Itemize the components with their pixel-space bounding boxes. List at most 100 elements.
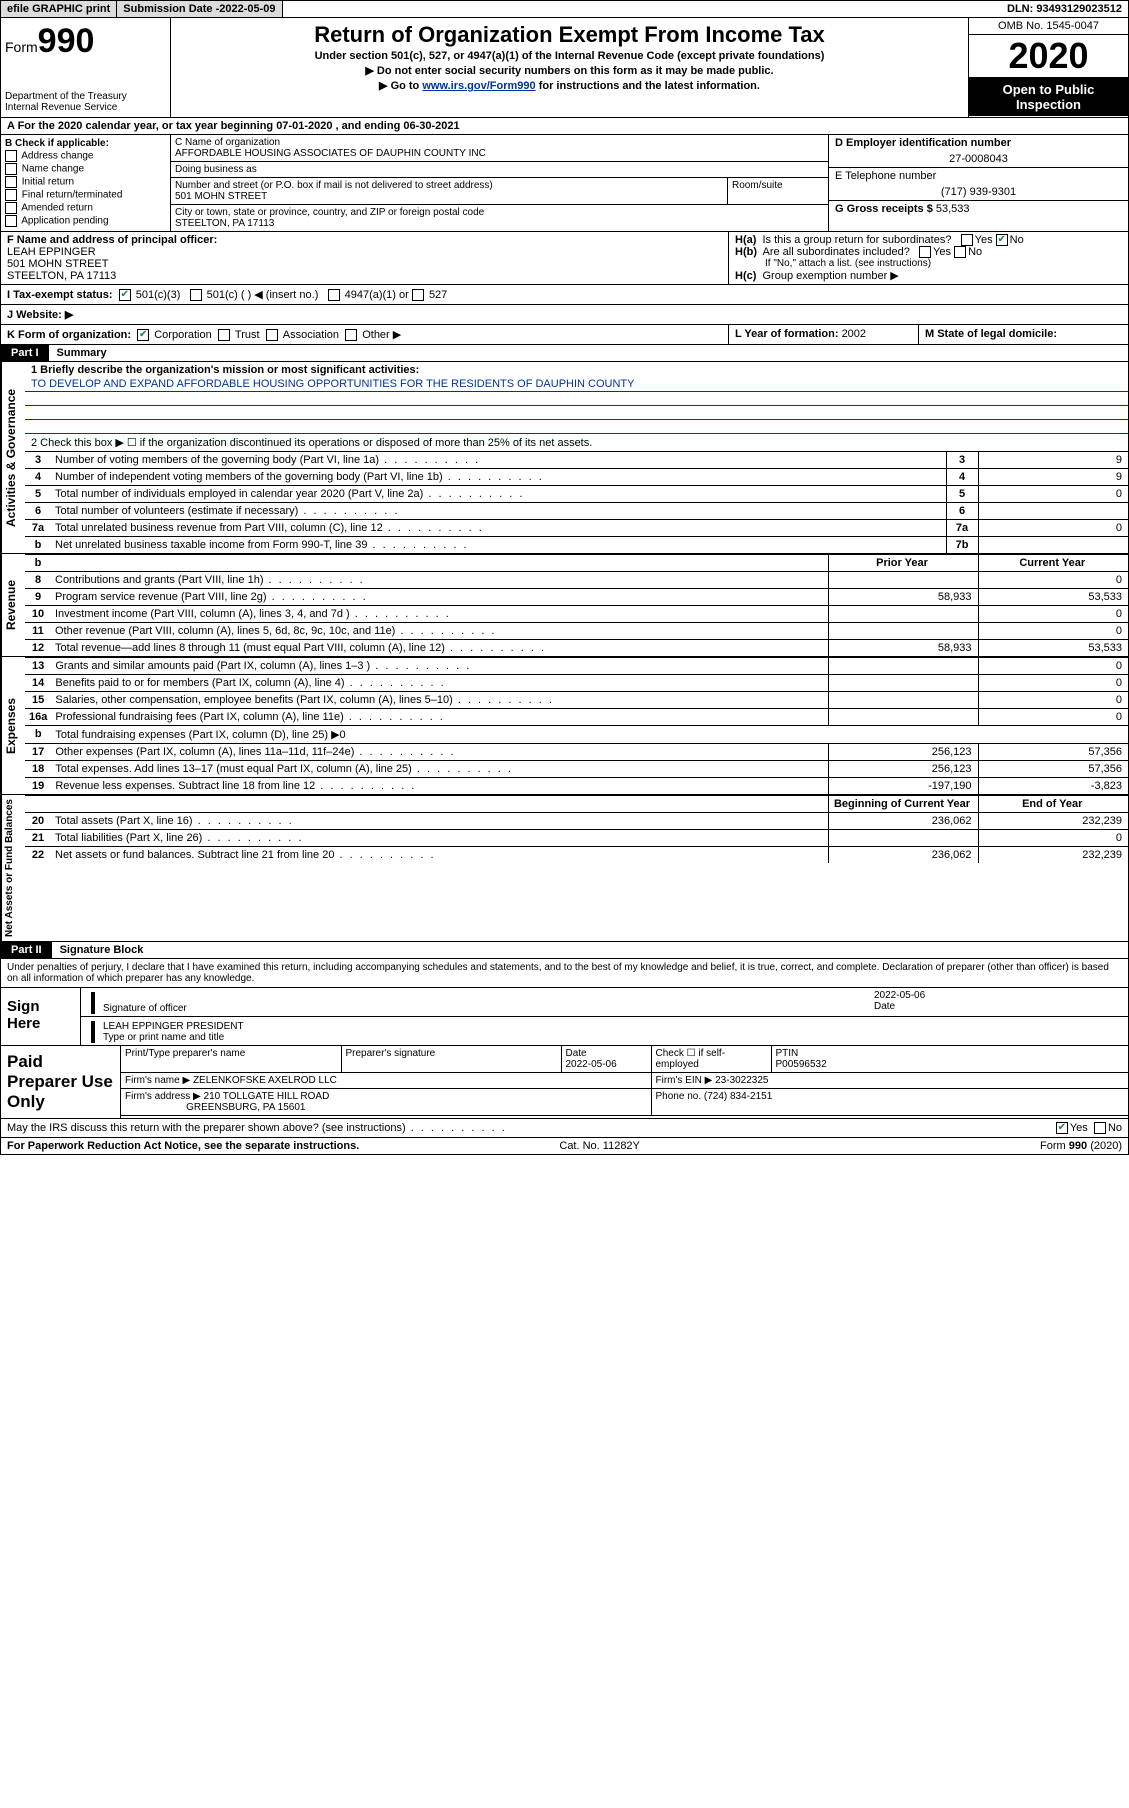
side-revenue: Revenue — [1, 554, 25, 656]
section-netassets: Net Assets or Fund Balances Beginning of… — [0, 795, 1129, 942]
firm-ein: 23-3022325 — [715, 1075, 768, 1086]
officer-printed-name: LEAH EPPINGER PRESIDENT — [103, 1021, 244, 1032]
instructions-link-row: ▶ Go to www.irs.gov/Form990 for instruct… — [175, 79, 964, 92]
telephone: (717) 939-9301 — [835, 186, 1122, 198]
hb-subordinates: H(b) Are all subordinates included? Yes … — [735, 246, 1122, 258]
preparer-sig-label: Preparer's signature — [341, 1046, 561, 1073]
firm-phone: (724) 834-2151 — [704, 1091, 772, 1102]
expenses-table: 13Grants and similar amounts paid (Part … — [25, 657, 1128, 794]
side-governance: Activities & Governance — [1, 362, 25, 553]
table-row: 21Total liabilities (Part X, line 26)0 — [25, 830, 1128, 847]
checkbox-address-change: Address change — [5, 150, 166, 162]
table-row: 5Total number of individuals employed in… — [25, 486, 1128, 503]
officer-name: LEAH EPPINGER — [7, 246, 722, 258]
table-row: 19Revenue less expenses. Subtract line 1… — [25, 778, 1128, 795]
table-row: 11Other revenue (Part VIII, column (A), … — [25, 623, 1128, 640]
part2-header: Part II Signature Block — [0, 942, 1129, 959]
line1-label: 1 Briefly describe the organization's mi… — [31, 364, 419, 376]
col-b-checkboxes: B Check if applicable: Address change Na… — [1, 135, 171, 231]
table-row: 4Number of independent voting members of… — [25, 469, 1128, 486]
paid-preparer-label: Paid Preparer Use Only — [1, 1046, 121, 1118]
paid-preparer-table: Print/Type preparer's name Preparer's si… — [121, 1046, 1128, 1116]
netassets-table: Beginning of Current YearEnd of Year20To… — [25, 795, 1128, 863]
checkbox-final-return-terminated: Final return/terminated — [5, 189, 166, 201]
table-row: 3Number of voting members of the governi… — [25, 452, 1128, 469]
street-address: 501 MOHN STREET — [175, 191, 723, 202]
tax-year: 2020 — [969, 35, 1128, 78]
paid-preparer: Paid Preparer Use Only Print/Type prepar… — [0, 1046, 1129, 1119]
checkbox-application-pending: Application pending — [5, 215, 166, 227]
block-bcd: B Check if applicable: Address change Na… — [0, 135, 1129, 232]
discuss-row: May the IRS discuss this return with the… — [0, 1119, 1129, 1138]
table-row: 9Program service revenue (Part VIII, lin… — [25, 589, 1128, 606]
hc-group-exemption: H(c) Group exemption number ▶ — [735, 269, 1122, 282]
gross-receipts-label: G Gross receipts $ — [835, 203, 936, 215]
table-row: 6Total number of volunteers (estimate if… — [25, 503, 1128, 520]
perjury-statement: Under penalties of perjury, I declare th… — [0, 959, 1129, 988]
firm-city: GREENSBURG, PA 15601 — [186, 1102, 305, 1113]
row-a-tax-year: A For the 2020 calendar year, or tax yea… — [0, 118, 1129, 135]
section-revenue: Revenue bPrior YearCurrent Year8Contribu… — [0, 554, 1129, 657]
dept-treasury: Department of the Treasury Internal Reve… — [5, 91, 166, 113]
part1-header: Part I Summary — [0, 345, 1129, 362]
sign-here: Sign Here Signature of officer 2022-05-0… — [0, 988, 1129, 1046]
row-i-tax-exempt: I Tax-exempt status: ✔ 501(c)(3) 501(c) … — [0, 285, 1129, 305]
table-row: bNet unrelated business taxable income f… — [25, 537, 1128, 554]
open-to-public: Open to Public Inspection — [969, 78, 1128, 116]
part1-tag: Part I — [1, 345, 49, 361]
sign-date-label: Date — [874, 1001, 1122, 1012]
ssn-notice: ▶ Do not enter social security numbers o… — [175, 64, 964, 77]
topbar: efile GRAPHIC print Submission Date - 20… — [0, 0, 1129, 18]
footer: For Paperwork Reduction Act Notice, see … — [0, 1138, 1129, 1155]
city-label: City or town, state or province, country… — [175, 207, 824, 218]
governance-table: 3Number of voting members of the governi… — [25, 451, 1128, 553]
table-row: 17Other expenses (Part IX, column (A), l… — [25, 744, 1128, 761]
room-label: Room/suite — [732, 180, 824, 191]
section-expenses: Expenses 13Grants and similar amounts pa… — [0, 657, 1129, 795]
mission: TO DEVELOP AND EXPAND AFFORDABLE HOUSING… — [25, 378, 1128, 392]
section-governance: Activities & Governance 1 Briefly descri… — [0, 362, 1129, 554]
table-row: 16aProfessional fundraising fees (Part I… — [25, 709, 1128, 726]
table-row: bTotal fundraising expenses (Part IX, co… — [25, 726, 1128, 744]
form-header: Form990 Department of the Treasury Inter… — [0, 18, 1129, 118]
checkbox-initial-return: Initial return — [5, 176, 166, 188]
part2-tag: Part II — [1, 942, 52, 958]
col-d: D Employer identification number 27-0008… — [828, 135, 1128, 231]
paperwork-notice: For Paperwork Reduction Act Notice, see … — [7, 1140, 359, 1152]
instructions-link[interactable]: www.irs.gov/Form990 — [422, 80, 535, 92]
telephone-label: E Telephone number — [835, 170, 1122, 182]
submission-date-button[interactable]: Submission Date - 2022-05-09 — [117, 1, 282, 17]
form-subtitle: Under section 501(c), 527, or 4947(a)(1)… — [175, 50, 964, 62]
officer-addr2: STEELTON, PA 17113 — [7, 270, 722, 282]
form-title: Return of Organization Exempt From Incom… — [175, 22, 964, 48]
ptin: P00596532 — [776, 1059, 827, 1070]
firm-address: 210 TOLLGATE HILL ROAD — [204, 1091, 330, 1102]
sign-here-label: Sign Here — [1, 988, 81, 1045]
table-row: 13Grants and similar amounts paid (Part … — [25, 658, 1128, 675]
part1-title: Summary — [49, 345, 115, 361]
org-name-label: C Name of organization — [175, 137, 824, 148]
officer-label: F Name and address of principal officer: — [7, 234, 217, 246]
firm-name: ZELENKOFSKE AXELROD LLC — [193, 1075, 337, 1086]
row-klm: K Form of organization: ✔ Corporation Tr… — [0, 325, 1129, 345]
row-j-website: J Website: ▶ — [0, 305, 1129, 325]
officer-addr1: 501 MOHN STREET — [7, 258, 722, 270]
block-fh: F Name and address of principal officer:… — [0, 232, 1129, 285]
revenue-table: bPrior YearCurrent Year8Contributions an… — [25, 554, 1128, 656]
dln: DLN: 93493129023512 — [1001, 1, 1128, 17]
checkbox-amended-return: Amended return — [5, 202, 166, 214]
efile-print-button[interactable]: efile GRAPHIC print — [1, 1, 117, 17]
preparer-date: 2022-05-06 — [566, 1059, 617, 1070]
signature-label: Signature of officer — [103, 1003, 187, 1014]
table-row: 12Total revenue—add lines 8 through 11 (… — [25, 640, 1128, 657]
table-row: 20Total assets (Part X, line 16)236,0622… — [25, 813, 1128, 830]
table-row: 7aTotal unrelated business revenue from … — [25, 520, 1128, 537]
city-state-zip: STEELTON, PA 17113 — [175, 218, 824, 229]
gross-receipts: 53,533 — [936, 203, 970, 215]
table-row: 10Investment income (Part VIII, column (… — [25, 606, 1128, 623]
officer-printed-label: Type or print name and title — [103, 1032, 224, 1043]
preparer-name-label: Print/Type preparer's name — [121, 1046, 341, 1073]
col-c-org-info: C Name of organization AFFORDABLE HOUSIN… — [171, 135, 828, 231]
address-label: Number and street (or P.O. box if mail i… — [175, 180, 723, 191]
side-netassets: Net Assets or Fund Balances — [1, 795, 25, 941]
